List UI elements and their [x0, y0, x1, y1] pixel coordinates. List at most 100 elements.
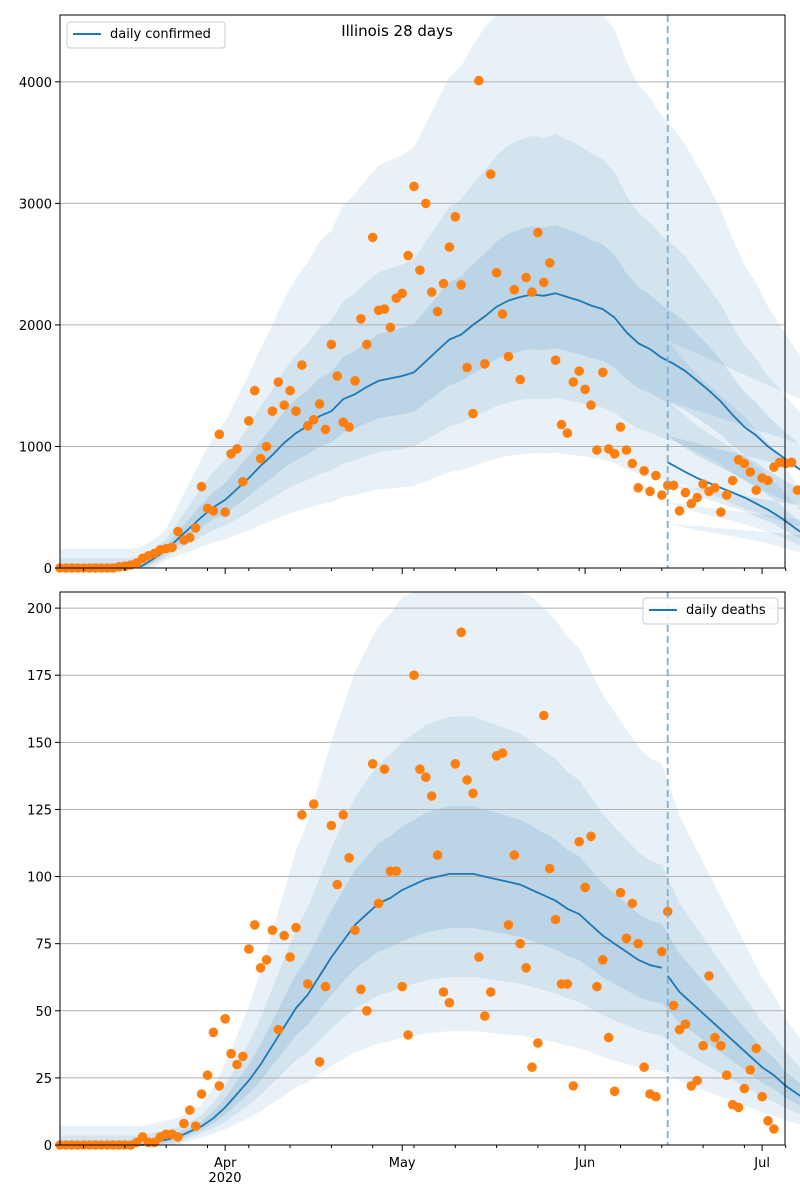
chart-panel-confirmed: 0 1000 2000 3000 4000 Illinois 28 days daily…	[19, 14, 800, 577]
data-point	[556, 419, 567, 430]
y-tick-label: 0	[44, 562, 52, 577]
data-point	[450, 759, 461, 769]
data-point	[196, 481, 207, 492]
series-line-fit	[60, 292, 800, 569]
data-point	[409, 670, 419, 680]
data-point	[220, 507, 230, 517]
data-point	[320, 424, 331, 435]
y-tick-label: 50	[35, 1005, 52, 1020]
data-point	[615, 887, 626, 898]
data-point	[308, 414, 319, 425]
data-point	[332, 371, 343, 381]
y-tick-label: 75	[35, 938, 52, 953]
data-point	[173, 526, 183, 537]
data-point	[491, 267, 502, 278]
data-point	[474, 75, 484, 86]
data-point	[633, 938, 643, 949]
data-point	[698, 479, 708, 489]
data-point	[710, 483, 720, 493]
data-point	[350, 925, 360, 935]
data-point	[285, 952, 295, 962]
data-point	[314, 399, 325, 409]
data-point	[639, 466, 649, 476]
axes-frame	[59, 14, 786, 569]
data-point	[598, 955, 608, 965]
data-point	[261, 441, 272, 452]
legend-label: daily confirmed	[110, 27, 211, 42]
legend-box	[642, 597, 779, 625]
data-point	[202, 1070, 213, 1080]
data-point	[356, 314, 366, 324]
data-point	[397, 981, 408, 992]
data-point	[480, 1011, 490, 1021]
data-point	[190, 1121, 201, 1131]
data-point	[444, 242, 455, 252]
uncertainty-band-1	[60, 592, 800, 1145]
data-point	[373, 898, 384, 909]
data-point	[456, 280, 467, 290]
data-point	[603, 1032, 614, 1043]
data-point	[544, 863, 555, 874]
data-point	[704, 971, 714, 981]
data-point	[397, 288, 408, 299]
x-tick-label: May	[389, 1156, 416, 1171]
data-point	[621, 445, 632, 455]
data-point	[185, 1105, 195, 1115]
data-point	[792, 485, 800, 495]
data-point	[710, 1032, 720, 1043]
data-point	[615, 422, 626, 432]
uncertainty-band-3	[60, 806, 800, 1145]
data-point	[415, 265, 425, 276]
data-point	[621, 933, 632, 944]
data-point	[633, 483, 643, 493]
data-point	[409, 181, 419, 192]
data-point	[303, 421, 313, 431]
data-point	[279, 930, 290, 941]
data-point	[208, 1027, 219, 1038]
data-point	[751, 485, 761, 496]
data-point	[580, 384, 590, 395]
data-point	[403, 250, 413, 261]
y-tick-label: 100	[27, 871, 52, 886]
data-point	[462, 362, 472, 373]
data-point	[574, 836, 584, 847]
data-point	[456, 627, 467, 638]
data-point	[468, 788, 478, 799]
data-point	[721, 1070, 732, 1080]
data-point	[586, 831, 596, 842]
y-tick-label: 25	[35, 1072, 52, 1087]
data-point	[645, 486, 655, 497]
data-point	[462, 775, 472, 785]
chart-panel-deaths: 0 25 50 75 100 125 150 175 200 Apr May Jun Jul 2020…	[27, 591, 800, 1186]
data-point	[244, 416, 254, 426]
data-point	[167, 542, 177, 553]
y-tick-label: 1000	[19, 440, 52, 455]
legend: daily confirmed	[66, 21, 226, 49]
data-point	[291, 406, 301, 417]
data-point	[515, 374, 525, 385]
data-point	[391, 866, 402, 876]
data-point	[385, 322, 396, 333]
data-point	[426, 791, 437, 801]
data-point	[527, 287, 537, 297]
uncertainty-bands	[60, 592, 800, 1145]
data-point	[544, 258, 555, 268]
data-point	[415, 764, 425, 774]
data-point	[627, 898, 638, 909]
data-point	[285, 385, 295, 396]
data-point	[763, 1116, 773, 1126]
data-point	[562, 428, 573, 438]
data-point	[338, 810, 349, 820]
data-point	[727, 475, 738, 486]
data-point	[692, 492, 702, 503]
uncertainty-band-2	[60, 716, 800, 1145]
data-point	[786, 457, 797, 468]
data-point	[668, 480, 679, 491]
data-point	[503, 920, 514, 930]
data-point	[739, 1083, 750, 1094]
data-point	[751, 1043, 761, 1054]
data-point	[533, 1038, 543, 1048]
data-point	[273, 1024, 284, 1035]
y-tick-label: 2000	[19, 319, 52, 334]
data-point	[444, 997, 455, 1008]
